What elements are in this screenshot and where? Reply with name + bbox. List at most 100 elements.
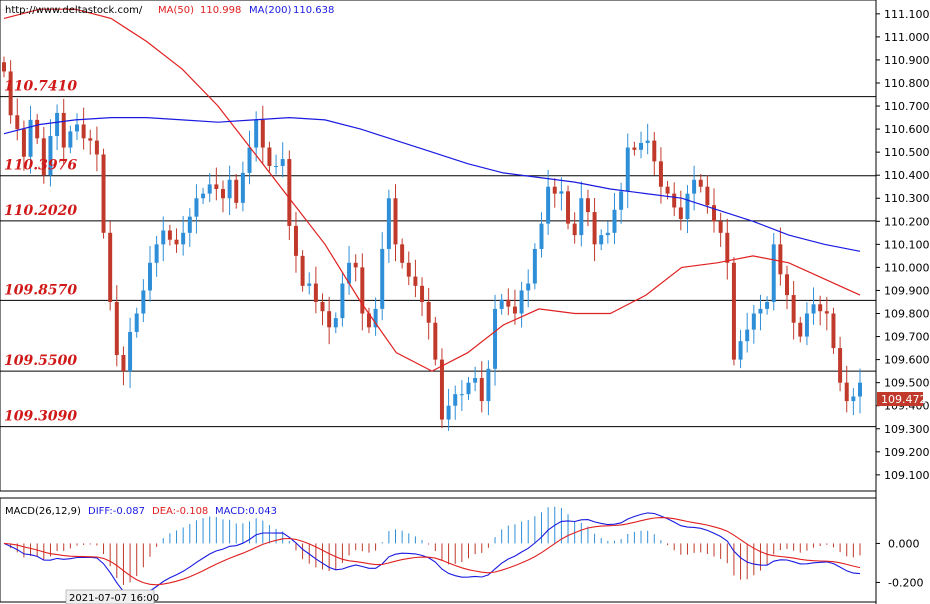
price-panel (0, 0, 877, 492)
ma200-label: MA(200) (249, 5, 291, 16)
source-url: http://www.deltastock.com/ (5, 5, 143, 16)
candle-body (692, 179, 697, 194)
price-tick-label: 110.100 (884, 238, 930, 251)
candle-body (804, 313, 809, 337)
candle-body (15, 115, 20, 130)
candle-body (386, 198, 391, 249)
candle-body (94, 140, 99, 155)
candle-body (572, 223, 577, 236)
candle-body (220, 189, 225, 199)
current-price-tag (877, 392, 923, 406)
macd-dea-line (3, 517, 861, 586)
ma200-line (3, 116, 861, 252)
candle-body (592, 212, 597, 245)
candle-body (128, 331, 133, 372)
candle-body (101, 154, 106, 233)
candle-body (645, 140, 650, 143)
candle-body (274, 165, 279, 167)
price-tick-label: 110.700 (884, 100, 930, 113)
candle-body (347, 262, 352, 284)
candle-body (665, 186, 670, 194)
candle-body (473, 378, 478, 383)
candle-body (307, 283, 312, 286)
moving-averages (3, 8, 861, 372)
price-tick-label: 111.100 (884, 8, 930, 21)
candle-body (406, 262, 411, 277)
candle-body (718, 221, 723, 233)
candle-body (499, 299, 504, 309)
candle-body (486, 368, 491, 402)
candle-body (154, 244, 159, 263)
candle-body (838, 348, 843, 383)
candle-body (393, 198, 398, 245)
ma50-label: MA(50) (158, 5, 194, 16)
candle-body (147, 262, 152, 291)
candle-body (260, 119, 265, 148)
candle-body (599, 235, 604, 245)
candle-body (811, 304, 816, 314)
candle-body (698, 179, 703, 187)
candle-body (765, 301, 770, 309)
candle-body (400, 244, 405, 263)
price-tick-label: 110.200 (884, 215, 930, 228)
candle-body (466, 382, 471, 395)
candle-body (439, 359, 444, 420)
ma200-value: 110.638 (293, 5, 334, 16)
candle-body (366, 313, 371, 328)
candle-body (824, 311, 829, 314)
candle-body (433, 322, 438, 360)
candle-body (785, 274, 789, 296)
price-tick-label: 110.800 (884, 77, 930, 90)
candle-body (167, 230, 172, 240)
price-tick-label: 109.100 (884, 469, 930, 482)
candle-body (380, 248, 385, 309)
candle-body (141, 290, 146, 314)
macd-tick-label: -0.200 (888, 576, 923, 589)
candle-body (546, 186, 551, 224)
candle-body (479, 378, 484, 402)
candle-body (731, 262, 736, 360)
candle-body (234, 179, 239, 203)
candle-body (333, 318, 338, 328)
time-label-box (65, 589, 155, 604)
candle-body (705, 186, 710, 206)
candle-body (48, 136, 53, 176)
candle-body (240, 172, 245, 203)
candle-body (181, 232, 186, 245)
candle-body (552, 186, 557, 194)
current-price-value: 109.472 (881, 393, 927, 406)
price-tick-label: 109.300 (884, 423, 930, 436)
candle-body (771, 244, 776, 302)
candle-body (75, 124, 79, 132)
candle-body (300, 255, 305, 286)
candle-body (201, 193, 206, 199)
candle-body (619, 191, 624, 210)
macd-label: MACD(26,12,9) (5, 506, 81, 517)
candle-body (579, 198, 584, 236)
price-tick-label: 110.900 (884, 54, 930, 67)
candle-body (625, 147, 630, 192)
candle-body (778, 244, 783, 275)
candle-body (214, 184, 219, 190)
price-tick-label: 110.300 (884, 192, 930, 205)
candle-body (605, 232, 610, 236)
price-tick-label: 109.700 (884, 331, 930, 344)
candle-body (459, 394, 464, 396)
candle-body (672, 193, 677, 208)
candle-body (844, 382, 849, 402)
candle-body (413, 276, 418, 286)
candle-body (68, 131, 73, 148)
candle-body (506, 299, 511, 307)
candle-body (658, 161, 663, 187)
candle-body (320, 301, 325, 312)
candlesticks (2, 56, 862, 431)
candle-body (453, 394, 458, 406)
level-label: 109.8570 (4, 282, 77, 298)
candle-body (512, 306, 517, 314)
price-tick-label: 110.400 (884, 169, 930, 182)
candle-body (28, 119, 33, 157)
candle-body (539, 223, 544, 249)
candle-body (41, 138, 46, 176)
macd-panel (0, 497, 877, 603)
candle-body (174, 239, 179, 245)
